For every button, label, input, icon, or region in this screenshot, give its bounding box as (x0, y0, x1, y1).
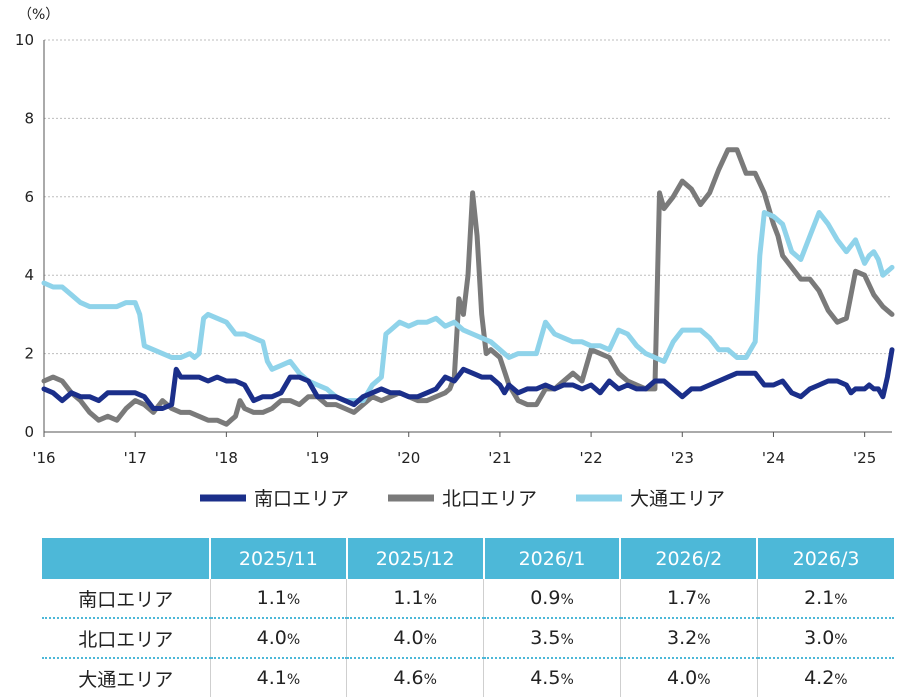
table-cell-value: 4.6 (393, 667, 424, 689)
legend-label-odori: 大通エリア (630, 488, 725, 510)
table-cell-value: 4.0 (256, 627, 287, 649)
legend-label-south: 南口エリア (254, 488, 349, 510)
table-cell: 4.0% (346, 617, 485, 658)
table-cell-value: 4.0 (667, 667, 698, 689)
table-cell-value: 1.1 (393, 587, 424, 609)
y-tick-label: 10 (15, 31, 34, 49)
legend-label-north: 北口エリア (442, 488, 537, 510)
table-cell-percent: % (834, 672, 848, 688)
table-cell: 3.5% (483, 617, 621, 658)
table-cell-percent: % (286, 592, 301, 608)
table-cell-percent: % (286, 672, 301, 688)
chart-series-lines (41, 147, 895, 427)
table-cell-value: 4.1 (256, 667, 287, 689)
table-row: 大通エリア 4.1% 4.6% 4.5% 4.0% 4.2% (42, 657, 894, 697)
series-line-1 (41, 147, 895, 427)
table-cell-value: 4.2 (804, 667, 835, 689)
table-cell: 3.0% (757, 617, 894, 658)
table-cell-value: 3.2 (667, 627, 698, 649)
table-cell: 3.2% (620, 617, 758, 658)
legend-item-odori: 大通エリア (576, 488, 725, 510)
table-cell-value: 3.5 (530, 627, 561, 649)
table-header-cell: 2026/2 (620, 538, 759, 579)
y-axis-ticks: 0 2 4 6 8 10 (15, 31, 34, 441)
table-cell-percent: % (560, 632, 574, 648)
table-cell-percent: % (834, 592, 848, 608)
x-tick-label: '17 (124, 449, 147, 467)
table-cell-value: 4.5 (530, 667, 561, 689)
table-cell-percent: % (423, 672, 437, 688)
table-cell-percent: % (697, 592, 711, 608)
table-cell-percent: % (423, 592, 437, 608)
x-tick-label: '20 (397, 449, 420, 467)
y-tick-label: 4 (24, 266, 34, 284)
x-tick-label: '24 (762, 449, 785, 467)
table-cell-value: 1.7 (667, 587, 698, 609)
y-tick-label: 2 (24, 345, 34, 363)
table-cell-percent: % (286, 632, 301, 648)
legend: 南口エリア 北口エリア 大通エリア (200, 488, 725, 510)
table-cell: 1.1% (346, 579, 485, 618)
table-header-cell: 2025/12 (346, 538, 485, 579)
table-cell: 4.1% (210, 657, 348, 697)
vacancy-rate-table: 2025/11 2025/12 2026/1 2026/2 2026/3 南口エ… (42, 538, 894, 697)
y-unit-label: （%） (18, 7, 59, 23)
table-row: 南口エリア 1.1% 1.1% 0.9% 1.7% 2.1% (42, 579, 894, 618)
x-tick-label: '18 (215, 449, 238, 467)
x-tick-label: '21 (488, 449, 511, 467)
table-header-cell: 2026/1 (483, 538, 622, 579)
x-tick-label: '22 (579, 449, 602, 467)
table-row-label: 大通エリア (42, 657, 211, 697)
series-line-2 (41, 210, 895, 404)
table-header-cell: 2025/11 (210, 538, 348, 579)
y-tick-label: 6 (24, 188, 34, 206)
table-cell-percent: % (834, 632, 848, 648)
table-cell: 4.0% (210, 617, 348, 658)
table-row: 北口エリア 4.0% 4.0% 3.5% 3.2% 3.0% (42, 617, 894, 658)
table-cell: 4.2% (757, 657, 894, 697)
table-cell: 4.5% (483, 657, 621, 697)
table-cell: 4.0% (620, 657, 758, 697)
table-header-cell: 2026/3 (757, 538, 894, 579)
x-tick-label: '19 (306, 449, 329, 467)
table-cell: 4.6% (346, 657, 485, 697)
x-tick-label: '16 (32, 449, 55, 467)
table-cell-percent: % (423, 632, 437, 648)
table-cell-value: 4.0 (393, 627, 424, 649)
y-tick-label: 0 (24, 423, 34, 441)
x-tick-label: '23 (671, 449, 694, 467)
table-header-row: 2025/11 2025/12 2026/1 2026/2 2026/3 (42, 538, 894, 579)
table-row-label: 南口エリア (42, 579, 211, 618)
table-cell-percent: % (697, 672, 711, 688)
table-header-corner (42, 538, 211, 579)
table-cell-percent: % (560, 672, 574, 688)
legend-item-south: 南口エリア (200, 488, 349, 510)
table-row-label: 北口エリア (42, 617, 211, 658)
table-cell-value: 0.9 (530, 587, 561, 609)
legend-item-north: 北口エリア (388, 488, 537, 510)
table-cell: 0.9% (483, 579, 621, 618)
y-tick-label: 8 (24, 109, 34, 127)
table-cell-value: 3.0 (804, 627, 835, 649)
table-cell-value: 2.1 (804, 587, 835, 609)
table-cell-percent: % (560, 592, 574, 608)
table-cell: 1.1% (210, 579, 348, 618)
series-line-0 (41, 347, 895, 411)
table-cell-value: 1.1 (256, 587, 287, 609)
table-cell: 1.7% (620, 579, 758, 618)
x-tick-label: '25 (853, 449, 876, 467)
table-cell-percent: % (697, 632, 711, 648)
table-cell: 2.1% (757, 579, 894, 618)
x-axis-ticks: '16 '17 '18 '19 '20 '21 '22 '23 '24 '25 (32, 432, 876, 467)
